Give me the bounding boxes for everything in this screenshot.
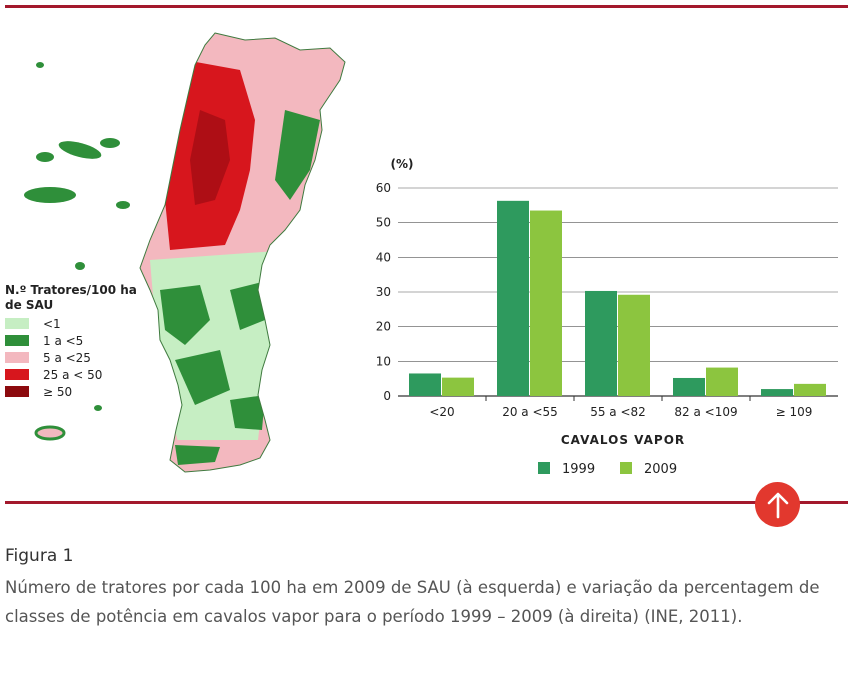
legend-item: <1 [5,315,145,332]
bar-2009 [618,294,650,396]
y-tick-label: 30 [376,285,391,299]
bottom-divider [5,501,848,504]
portugal-map [24,32,346,473]
legend-label: 1 a <5 [43,333,84,348]
x-tick-label: 20 a <55 [502,405,558,419]
arrow-up-icon [767,492,788,518]
legend-label-2009: 2009 [644,462,677,477]
legend-swatch [5,369,29,380]
caption-text: Número de tratores por cada 100 ha em 20… [5,578,820,626]
bar-chart: (%) 0 10 20 30 40 50 60 <20 20 a <55 55 a <82 82 a … [376,157,838,477]
legend-label: ≥ 50 [43,384,73,399]
bar-1999 [585,290,617,396]
y-tick-label: 0 [383,389,391,403]
y-axis-label: (%) [391,157,414,171]
caption-title: Figura 1 [5,546,74,566]
legend-swatch [5,318,29,329]
scroll-top-button[interactable] [755,482,800,527]
legend-item: 5 a <25 [5,349,145,366]
legend-label-1999: 1999 [562,462,595,477]
y-tick-label: 50 [376,216,391,230]
legend-item: ≥ 50 [5,383,145,400]
x-axis-label: CAVALOS VAPOR [561,433,685,447]
y-tick-label: 20 [376,320,391,334]
x-tick-label: 55 a <82 [590,405,646,419]
y-tick-label: 60 [376,181,391,195]
legend-items: <1 1 a <5 5 a <25 25 a < 50 ≥ 50 [5,315,145,400]
legend-title: N.º Tratores/100 ha de SAU [5,283,137,312]
legend-swatch-2009 [620,462,632,474]
legend-swatch [5,386,29,397]
bar-2009 [706,367,738,396]
bar-2009 [794,383,826,396]
y-tick-label: 10 [376,354,391,368]
y-tick-label: 40 [376,250,391,264]
legend-label: 25 a < 50 [43,367,103,382]
map-legend: N.º Tratores/100 ha de SAU <1 1 a <5 5 a <… [5,283,145,400]
legend-label: 5 a <25 [43,350,91,365]
figure-caption: Figura 1 Número de tratores por cada 100… [5,546,847,631]
legend-item: 1 a <5 [5,332,145,349]
bar-2009 [530,210,562,396]
bar-1999 [497,200,529,396]
legend-item: 25 a < 50 [5,366,145,383]
bar-2009 [442,377,474,396]
legend-swatch [5,352,29,363]
bar-1999 [761,389,793,396]
bar-1999 [409,373,441,396]
legend-label: <1 [43,316,61,331]
x-tick-label: 82 a <109 [674,405,737,419]
x-tick-label: ≥ 109 [776,405,813,419]
bar-1999 [673,377,705,396]
legend-swatch [5,335,29,346]
x-tick-label: <20 [429,405,454,419]
top-divider [5,5,848,8]
legend-swatch-1999 [538,462,550,474]
